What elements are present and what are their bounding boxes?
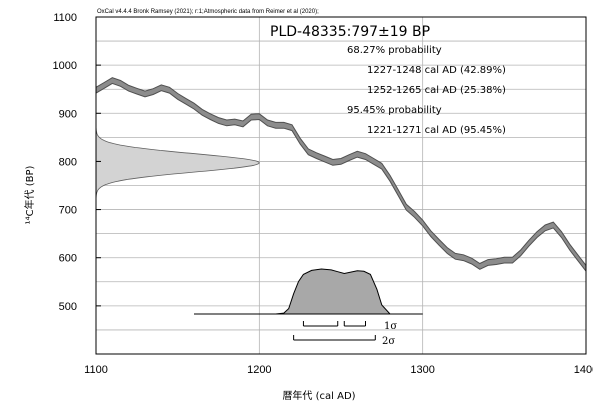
y-tick-label: 600 xyxy=(59,253,77,265)
y-tick-label: 900 xyxy=(59,108,77,120)
y-tick-label: 700 xyxy=(59,205,77,217)
gaussian-area xyxy=(95,125,260,201)
y-axis-title: ¹⁴C年代 (BP) xyxy=(23,165,36,224)
calibrated-distribution xyxy=(194,268,423,315)
chart-title: PLD-48335:797±19 BP xyxy=(270,24,430,40)
one-sigma-label: 1σ xyxy=(384,321,397,332)
y-tick-label: 500 xyxy=(59,301,77,313)
prob-68-range-1: 1227-1248 cal AD (42.89%) xyxy=(367,65,506,76)
axis-ticks: 1100 1200 1300 1400 500 600 700 800 900 1000 1100 xyxy=(53,12,593,376)
prob-95-heading: 95.45% probability xyxy=(347,105,442,116)
y-tick-label: 1100 xyxy=(53,12,77,24)
x-tick-label: 1200 xyxy=(247,364,271,376)
y-tick-label: 1000 xyxy=(53,60,77,72)
posterior-area xyxy=(194,268,423,315)
x-tick-label: 1400 xyxy=(574,364,593,376)
x-tick-label: 1300 xyxy=(410,364,434,376)
y-tick-label: 800 xyxy=(59,156,77,168)
prob-68-range-2: 1252-1265 cal AD (25.38%) xyxy=(367,85,506,96)
radiocarbon-gaussian xyxy=(95,125,260,201)
prob-95-range-1: 1221-1271 cal AD (95.45%) xyxy=(367,125,506,136)
sigma-range-bars xyxy=(293,321,376,341)
credit-line: OxCal v4.4.4 Bronk Ramsey (2021); r:1;At… xyxy=(97,9,319,15)
plot-frame xyxy=(95,16,587,355)
prob-68-heading: 68.27% probability xyxy=(347,45,442,56)
x-tick-label: 1100 xyxy=(84,364,108,376)
x-axis-title: 暦年代 (cal AD) xyxy=(282,389,355,402)
two-sigma-label: 2σ xyxy=(382,336,395,347)
